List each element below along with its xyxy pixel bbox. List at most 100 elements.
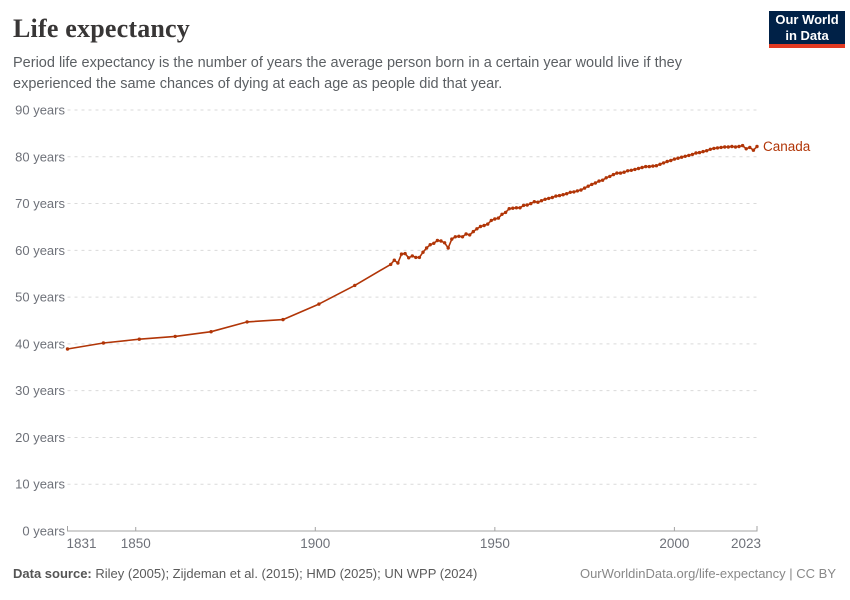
data-point[interactable] xyxy=(547,196,551,201)
data-point[interactable] xyxy=(636,166,641,171)
data-point[interactable] xyxy=(647,164,651,169)
data-point[interactable] xyxy=(428,243,432,247)
data-point[interactable] xyxy=(500,212,504,216)
series-line-canada[interactable] xyxy=(66,144,758,350)
data-point[interactable] xyxy=(468,233,472,237)
data-point[interactable] xyxy=(554,194,558,198)
owid-link[interactable]: OurWorldinData.org/life-expectancy xyxy=(579,566,786,581)
data-point[interactable] xyxy=(640,165,644,170)
data-point[interactable] xyxy=(679,155,684,159)
data-point[interactable] xyxy=(317,302,321,306)
data-point[interactable] xyxy=(507,207,511,211)
data-point[interactable] xyxy=(737,144,741,149)
data-point[interactable] xyxy=(442,241,447,245)
data-point[interactable] xyxy=(586,184,590,188)
data-point[interactable] xyxy=(740,143,745,148)
data-point[interactable] xyxy=(590,182,594,187)
data-point[interactable] xyxy=(712,146,716,151)
data-point[interactable] xyxy=(676,156,680,160)
data-point[interactable] xyxy=(137,337,141,341)
data-point[interactable] xyxy=(701,149,705,154)
data-point[interactable] xyxy=(708,147,712,151)
data-point[interactable] xyxy=(723,145,727,149)
data-point[interactable] xyxy=(665,159,669,164)
data-point[interactable] xyxy=(389,262,393,267)
data-point[interactable] xyxy=(478,224,483,229)
data-point[interactable] xyxy=(651,164,655,168)
data-point[interactable] xyxy=(565,192,569,196)
data-point[interactable] xyxy=(733,145,738,149)
data-point[interactable] xyxy=(644,164,648,169)
data-point[interactable] xyxy=(633,167,637,172)
data-point[interactable] xyxy=(432,241,436,245)
data-point[interactable] xyxy=(514,206,519,210)
data-point[interactable] xyxy=(615,171,619,175)
data-point[interactable] xyxy=(536,200,540,204)
data-point[interactable] xyxy=(471,229,475,234)
data-point[interactable] xyxy=(518,206,522,210)
data-point[interactable] xyxy=(629,168,633,172)
data-point[interactable] xyxy=(730,144,734,149)
data-point[interactable] xyxy=(697,150,702,155)
data-point[interactable] xyxy=(568,190,572,194)
data-point[interactable] xyxy=(529,201,533,206)
data-point[interactable] xyxy=(694,151,698,155)
data-point[interactable] xyxy=(690,152,695,157)
series-label-canada[interactable]: Canada xyxy=(763,139,811,154)
data-point[interactable] xyxy=(475,227,479,231)
data-point[interactable] xyxy=(453,235,457,239)
data-point[interactable] xyxy=(439,239,443,243)
data-point[interactable] xyxy=(281,317,285,322)
data-point[interactable] xyxy=(751,148,756,152)
data-point[interactable] xyxy=(414,255,418,260)
data-point[interactable] xyxy=(654,164,659,168)
data-point[interactable] xyxy=(719,145,723,150)
data-point[interactable] xyxy=(464,232,468,236)
data-point[interactable] xyxy=(683,154,687,158)
data-point[interactable] xyxy=(748,145,752,150)
data-point[interactable] xyxy=(550,195,554,200)
data-point[interactable] xyxy=(575,189,580,193)
data-point[interactable] xyxy=(597,179,601,183)
data-point[interactable] xyxy=(65,347,70,351)
data-point[interactable] xyxy=(511,206,515,210)
data-point[interactable] xyxy=(486,222,490,226)
data-point[interactable] xyxy=(622,170,626,174)
data-point[interactable] xyxy=(417,255,422,260)
data-point[interactable] xyxy=(424,246,429,250)
data-point[interactable] xyxy=(493,217,497,221)
data-point[interactable] xyxy=(611,172,616,177)
data-point[interactable] xyxy=(618,171,623,175)
data-point[interactable] xyxy=(608,174,612,179)
data-point[interactable] xyxy=(626,169,630,173)
data-point[interactable] xyxy=(460,235,465,239)
data-point[interactable] xyxy=(101,341,106,345)
data-point[interactable] xyxy=(543,197,547,201)
data-point[interactable] xyxy=(669,158,673,163)
data-point[interactable] xyxy=(209,330,213,334)
data-point[interactable] xyxy=(593,181,598,185)
data-point[interactable] xyxy=(561,193,565,197)
data-point[interactable] xyxy=(245,320,249,324)
data-point[interactable] xyxy=(173,334,177,339)
data-point[interactable] xyxy=(705,149,709,153)
data-point[interactable] xyxy=(446,246,450,250)
data-point[interactable] xyxy=(421,250,425,254)
data-point[interactable] xyxy=(450,237,454,241)
data-point[interactable] xyxy=(503,210,508,215)
data-point[interactable] xyxy=(687,153,691,158)
data-point[interactable] xyxy=(399,252,404,256)
data-point[interactable] xyxy=(410,254,414,258)
data-point[interactable] xyxy=(604,176,608,180)
data-point[interactable] xyxy=(403,251,407,256)
data-point[interactable] xyxy=(715,146,720,150)
data-point[interactable] xyxy=(658,162,662,166)
data-point[interactable] xyxy=(744,147,748,151)
data-point[interactable] xyxy=(661,161,666,165)
data-point[interactable] xyxy=(572,190,576,194)
data-point[interactable] xyxy=(521,203,526,208)
data-point[interactable] xyxy=(525,203,529,207)
data-point[interactable] xyxy=(600,178,605,182)
data-point[interactable] xyxy=(557,193,562,198)
data-point[interactable] xyxy=(496,216,501,220)
